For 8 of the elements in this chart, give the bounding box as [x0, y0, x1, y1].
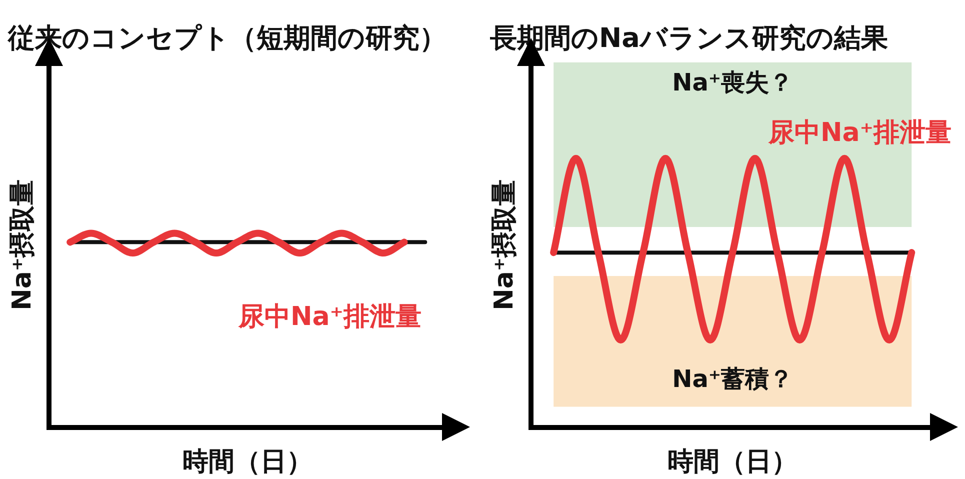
y-axis-title: Na⁺摂取量 — [7, 179, 38, 310]
band-label: Na⁺蓄積？ — [672, 364, 794, 393]
band-label: Na⁺喪失？ — [672, 68, 794, 97]
text: 尿中Na⁺排泄量 — [237, 302, 422, 332]
x-axis-title: 時間（日） — [668, 447, 798, 478]
series-label: 尿中Na⁺排泄量 — [767, 118, 952, 148]
y-axis-title: Na⁺摂取量 — [489, 179, 520, 310]
x-axis-title: 時間（日） — [182, 447, 313, 478]
